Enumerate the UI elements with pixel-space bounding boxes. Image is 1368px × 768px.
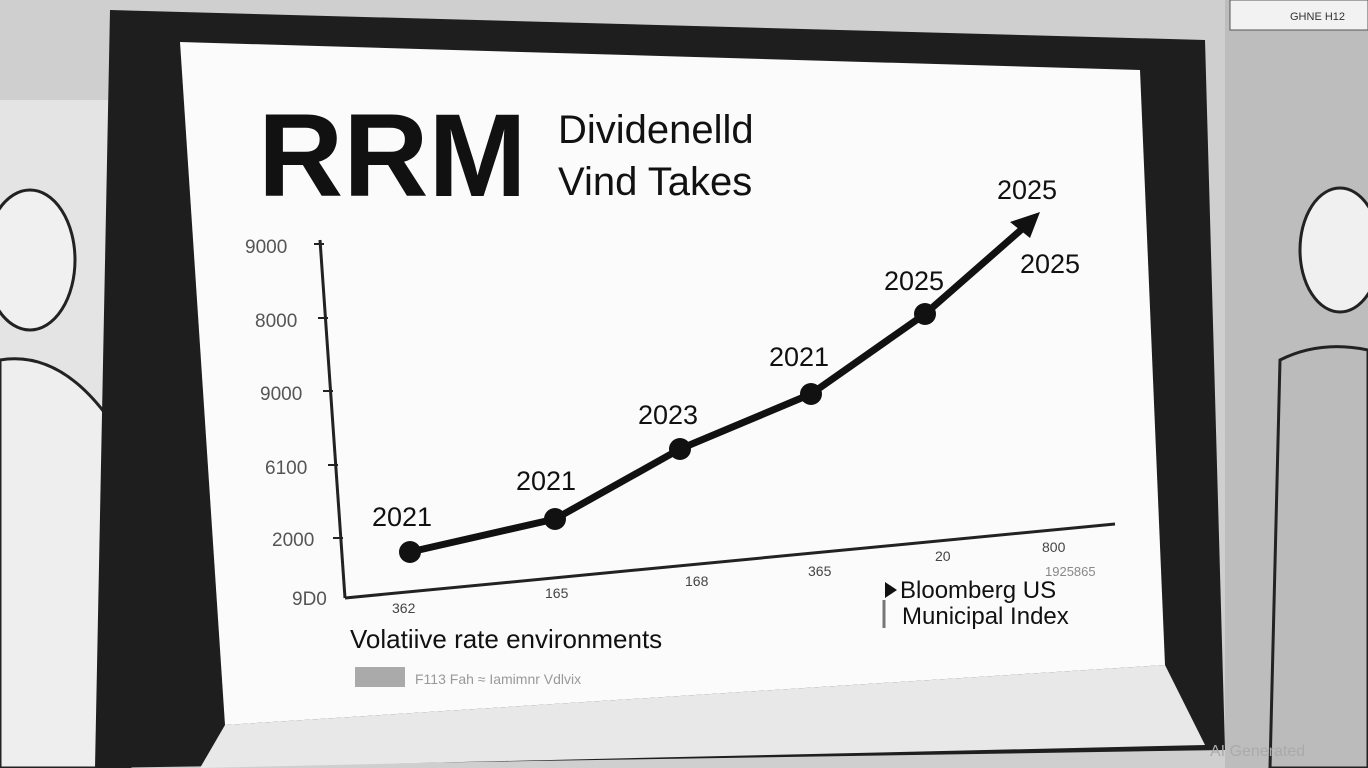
legend-extra: 1925865 [1045, 564, 1096, 579]
person-head [0, 188, 77, 332]
legend-swatch [355, 667, 405, 687]
watermark: AI Generated [1210, 743, 1305, 760]
x-label: 800 [1042, 539, 1066, 555]
person-head [1298, 186, 1368, 314]
point-label: 2025 [1020, 249, 1080, 279]
caption: Volatiive rate environments [350, 624, 662, 654]
y-label: 9000 [260, 384, 302, 405]
arrow-head [1010, 212, 1040, 238]
x-label: 365 [808, 563, 832, 579]
point [800, 383, 822, 405]
sign [1229, 0, 1368, 31]
legend-marker [885, 582, 897, 598]
point [399, 541, 421, 563]
subtitle: Dividenelld [558, 108, 754, 152]
y-label: 9D0 [292, 589, 327, 610]
x-label: 165 [545, 585, 569, 601]
title: RRM [258, 90, 527, 222]
x-label: 168 [685, 573, 709, 589]
point-label: 2021 [516, 466, 576, 496]
legend-faint: F113 Fah ≈ Iamimnr Vdlvix [415, 671, 581, 687]
y-ticks [314, 243, 343, 539]
point [669, 438, 691, 460]
y-label: 2000 [272, 530, 314, 551]
point [544, 508, 566, 530]
y-label: 6100 [265, 458, 307, 479]
subtitle: Vind Takes [558, 160, 752, 204]
x-label: 362 [392, 600, 416, 616]
y-label: 8000 [255, 311, 297, 332]
legend-text: Municipal Index [902, 603, 1069, 630]
point-label: 2023 [638, 400, 698, 430]
x-axis [344, 522, 1116, 600]
point-label: 2025 [884, 266, 944, 296]
y-label: 9000 [245, 237, 287, 258]
point-label: 2025 [997, 175, 1057, 205]
point [914, 303, 936, 325]
point-label: 2021 [769, 342, 829, 372]
point-label: 2021 [372, 502, 432, 532]
monitor-chin [200, 665, 1205, 768]
legend-text: Bloomberg US [900, 577, 1056, 604]
x-label: 20 [935, 548, 951, 564]
person-body [1268, 345, 1368, 768]
sign-text: GHNE H12 [1290, 11, 1345, 23]
screen [180, 42, 1165, 725]
trend-line [409, 219, 1033, 556]
